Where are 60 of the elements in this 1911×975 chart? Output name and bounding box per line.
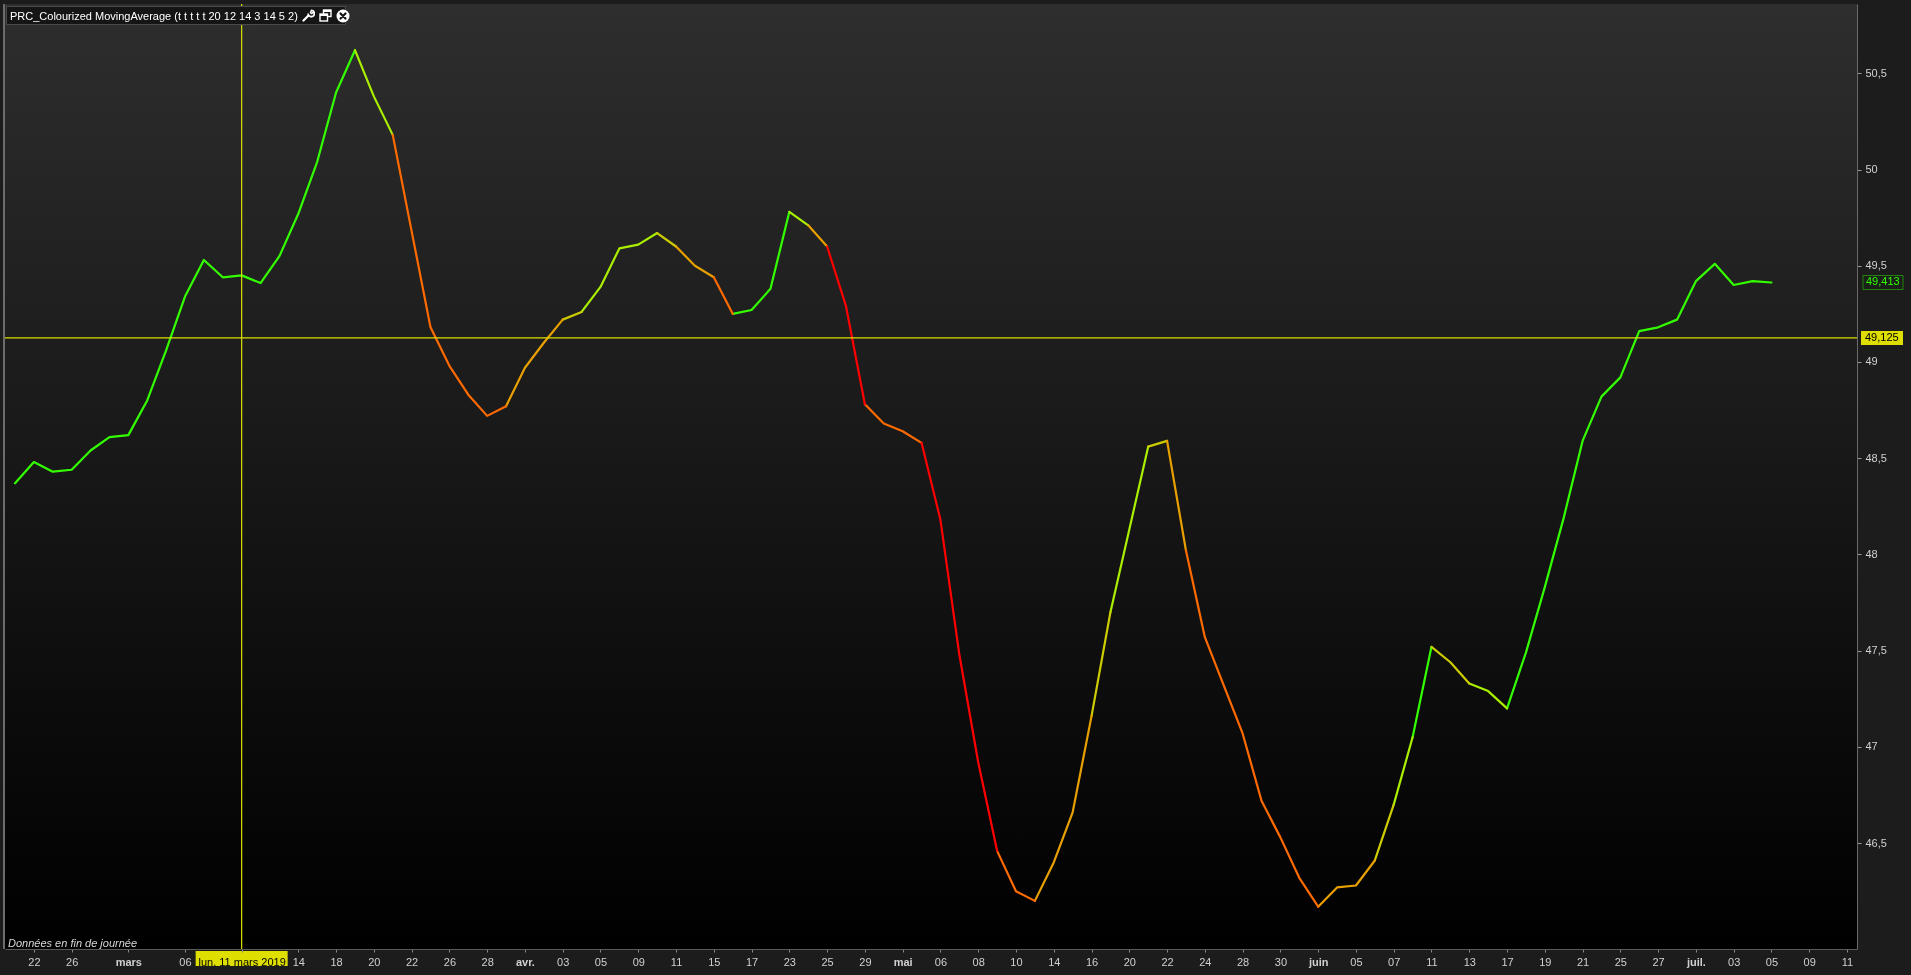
x-tick-label: 30	[1274, 955, 1288, 968]
x-tick-label: 13	[1463, 955, 1476, 968]
x-tick-label: 26	[66, 955, 79, 968]
x-tick-label: 05	[1765, 955, 1779, 968]
y-tick-label: 49,5	[1865, 259, 1887, 272]
x-tick-label: 20	[368, 955, 381, 968]
x-tick-label: 25	[821, 955, 834, 968]
x-tick-label: 24	[1199, 955, 1212, 968]
annotation: Données en fin de journée	[8, 937, 138, 949]
x-tick-label: 19	[1539, 955, 1552, 968]
x-tick-label: 21	[1576, 955, 1590, 968]
y-tick-label: 50	[1865, 163, 1878, 176]
x-tick-label: mai	[893, 955, 913, 968]
x-tick-label: 14	[292, 955, 305, 968]
chart-title: PRC_Colourized MovingAverage (t t t t t 20 12 14 3 14 5 2)	[10, 9, 298, 22]
y-tick-label: 46,5	[1865, 836, 1887, 849]
x-tick-label: 09	[632, 955, 645, 968]
x-tick-label: 14	[1048, 955, 1061, 968]
x-tick-label: 11	[1426, 955, 1438, 968]
x-tick-label: 15	[708, 955, 721, 968]
x-tick-label: 18	[330, 955, 343, 968]
x-tick-label: 03	[1728, 955, 1741, 968]
x-tick-label: 10	[1010, 955, 1023, 968]
x-tick-label: 22	[406, 955, 419, 968]
ref-line-label: 49,125	[1865, 330, 1899, 343]
x-tick-label: 11	[1841, 955, 1854, 968]
x-tick-label: 27	[1652, 955, 1665, 968]
text: 49,413	[1866, 275, 1900, 288]
y-tick-label: 48	[1865, 547, 1878, 560]
y-tick-label: 50,5	[1865, 66, 1887, 79]
x-tick-label: 06	[179, 955, 192, 968]
x-tick-label: avr.	[515, 955, 535, 968]
x-tick-label: 05	[1350, 955, 1363, 968]
y-tick-label: 48,5	[1865, 451, 1887, 464]
x-tick-label: 26	[443, 955, 457, 968]
x-tick-label: 07	[1388, 955, 1401, 968]
x-tick-label: 28	[1237, 955, 1250, 968]
x-tick-label: 29	[859, 955, 872, 968]
x-tick-label: juil.	[1685, 955, 1706, 968]
x-tick-label: 08	[972, 955, 985, 968]
x-tick-label: 03	[557, 955, 570, 968]
x-tick-label: 28	[481, 955, 494, 968]
x-tick-label: 17	[745, 955, 759, 968]
x-tick-label: 22	[28, 955, 41, 968]
x-tick-label: 16	[1085, 955, 1099, 968]
y-tick-label: 49	[1865, 355, 1878, 368]
x-tick-label: lun. 11 mars 2019	[198, 955, 286, 968]
x-tick-label: 09	[1803, 955, 1816, 968]
x-tick-label: 11	[670, 955, 683, 968]
y-tick-label: 47	[1865, 740, 1878, 753]
x-tick-label: 05	[594, 955, 608, 968]
x-tick-label: 22	[1161, 955, 1174, 968]
x-tick-label: juin	[1307, 955, 1329, 968]
y-tick-label: 47,5	[1865, 644, 1887, 657]
x-tick-label: 23	[783, 955, 796, 968]
x-tick-label: mars	[115, 955, 142, 968]
x-tick-label: 17	[1501, 955, 1514, 968]
x-tick-label: 20	[1123, 955, 1136, 968]
x-tick-label: 25	[1614, 955, 1627, 968]
x-tick-label: 06	[934, 955, 948, 968]
